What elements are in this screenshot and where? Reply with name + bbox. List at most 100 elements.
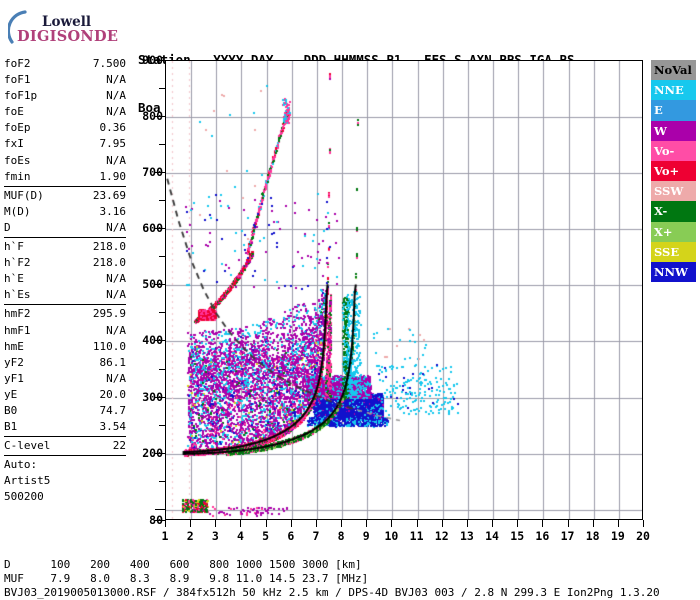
- param-value: 7.95: [99, 137, 127, 151]
- legend-item-w[interactable]: W: [651, 120, 696, 141]
- x-tick-label: 4: [237, 529, 244, 543]
- legend-item-sse[interactable]: SSE: [651, 241, 696, 262]
- param-value: N/A: [106, 153, 126, 167]
- x-tick-label: 1: [161, 529, 169, 543]
- legend-item-nne[interactable]: NNE: [651, 80, 696, 101]
- param-row-he: h`E N/A: [4, 271, 126, 287]
- param-row-b1: B1 3.54: [4, 419, 126, 435]
- param-key: D: [4, 220, 11, 234]
- x-tick-mark: [240, 520, 242, 527]
- autoscaling-line: Artist5: [4, 474, 51, 488]
- param-group: hmF2 295.9 hmF1 N/A hmE 110.0 yF2 86.1 yF1 N/A yE 2…: [4, 306, 126, 435]
- legend-item-x[interactable]: X+: [651, 221, 696, 242]
- y-minor-tick: [159, 480, 165, 482]
- param-value: N/A: [106, 288, 126, 302]
- y-minor-tick: [159, 88, 165, 90]
- autoscaling-line: Auto:: [4, 458, 38, 472]
- param-value: 295.9: [92, 307, 126, 321]
- x-tick-label: 6: [287, 529, 295, 543]
- param-key: hmF1: [4, 323, 31, 337]
- y-tick-mark: [155, 520, 165, 521]
- legend-item-x[interactable]: X-: [651, 201, 696, 222]
- param-row-md: M(D) 3.16: [4, 204, 126, 220]
- x-tick-label: 15: [510, 529, 525, 543]
- y-minor-tick: [159, 368, 165, 370]
- param-row-fof2: foF2 7.500: [4, 56, 126, 72]
- param-value: N/A: [106, 371, 126, 385]
- legend-item-nnw[interactable]: NNW: [651, 261, 696, 283]
- x-tick-mark: [215, 520, 217, 527]
- svg-text:Lowell: Lowell: [42, 14, 91, 30]
- param-value: 218.0: [92, 256, 126, 270]
- footer-muf-row: MUF 7.9 8.0 8.3 8.9 9.8 11.0 14.5 23.7 […: [4, 572, 369, 585]
- param-group: C-level 22: [4, 438, 126, 454]
- param-divider: [4, 185, 126, 187]
- x-tick-mark: [617, 520, 619, 527]
- param-row-hf: h`F 218.0: [4, 239, 126, 255]
- legend-item-e[interactable]: E: [651, 100, 696, 121]
- ionogram-plot-area[interactable]: [165, 60, 643, 520]
- svg-text:DIGISONDE: DIGISONDE: [17, 28, 118, 45]
- param-value: 1.90: [99, 169, 127, 183]
- param-key: h`F: [4, 240, 24, 254]
- param-value: 218.0: [92, 240, 126, 254]
- param-row-fof1: foF1 N/A: [4, 72, 126, 88]
- param-row-fmin: fmin 1.90: [4, 169, 126, 185]
- param-row-clevel: C-level 22: [4, 438, 126, 454]
- y-tick-label: 700: [142, 165, 163, 180]
- autoscaling-info: Auto: Artist5 500200: [4, 457, 126, 505]
- param-key: h`F2: [4, 256, 31, 270]
- param-key: yF1: [4, 371, 24, 385]
- polarization-legend: NoVal NNE E W Vo- Vo+ SSW X- X+ SSE NNW: [651, 60, 696, 283]
- y-minor-tick: [159, 424, 165, 426]
- param-key: yF2: [4, 355, 24, 369]
- x-tick-mark: [492, 520, 494, 527]
- x-tick-label: 2: [186, 529, 194, 543]
- param-value: 20.0: [99, 387, 127, 401]
- legend-item-ssw[interactable]: SSW: [651, 181, 696, 202]
- y-tick-label: 900: [142, 53, 163, 67]
- x-axis-labels: 1 2 3 4 5 6 7 8 9 10 11 12 13 14 15 16 17 18 19 20: [162, 520, 650, 546]
- param-value: 7.500: [92, 57, 126, 70]
- y-tick-mark: [155, 396, 165, 398]
- x-tick-mark: [290, 520, 292, 527]
- x-tick-label: 3: [211, 529, 219, 543]
- footer-file-info: BVJ03_2019005013000.RSF / 384fx512h 50 k…: [4, 586, 660, 599]
- x-tick-label: 14: [485, 529, 499, 543]
- param-value: 110.0: [92, 339, 126, 353]
- y-tick-mark: [155, 228, 165, 230]
- x-tick-mark: [265, 520, 267, 527]
- param-key: yE: [4, 387, 18, 401]
- param-row-hmf1: hmF1 N/A: [4, 323, 126, 339]
- param-row-foes: foEs N/A: [4, 153, 126, 169]
- y-tick-mark: [155, 60, 165, 61]
- param-row-d: D N/A: [4, 220, 126, 236]
- x-tick-mark: [391, 520, 393, 527]
- x-tick-mark: [643, 520, 644, 527]
- param-row-mufd: MUF(D) 23.69: [4, 188, 126, 204]
- y-tick-label: 200: [142, 445, 163, 460]
- x-tick-mark: [416, 520, 418, 527]
- legend-item-noval[interactable]: NoVal: [651, 60, 696, 81]
- param-group: h`F 218.0 h`F2 218.0 h`E N/A h`Es N/A: [4, 239, 126, 303]
- param-key: C-level: [4, 439, 51, 453]
- param-key: hmF2: [4, 307, 31, 321]
- param-key: B1: [4, 420, 18, 434]
- x-tick-mark: [165, 520, 166, 527]
- param-row-hme: hmE 110.0: [4, 339, 126, 355]
- y-axis-ticks: [155, 60, 165, 521]
- x-tick-label: 16: [535, 529, 550, 543]
- legend-item-vo[interactable]: Vo+: [651, 160, 696, 182]
- legend-item-vo[interactable]: Vo-: [651, 140, 696, 161]
- x-tick-label: 7: [312, 529, 320, 543]
- param-key: foF2: [4, 57, 31, 70]
- x-tick-mark: [567, 520, 569, 527]
- x-tick-mark: [341, 520, 343, 527]
- y-tick-mark: [155, 508, 165, 510]
- param-value: 3.16: [99, 204, 127, 218]
- y-minor-tick: [159, 144, 165, 146]
- param-divider: [4, 304, 126, 306]
- x-tick-label: 11: [409, 529, 424, 543]
- param-divider: [4, 455, 126, 457]
- x-tick-mark: [441, 520, 443, 527]
